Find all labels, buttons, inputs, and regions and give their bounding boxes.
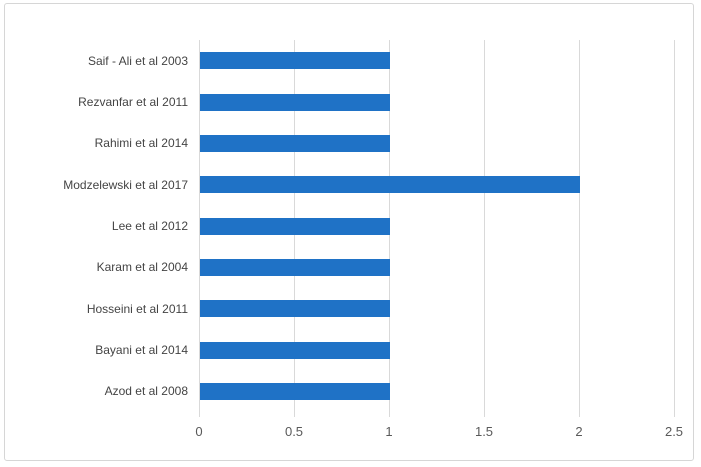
x-axis-tick [674,412,675,417]
category-label: Saif - Ali et al 2003 [87,53,188,68]
category-label: Lee et al 2012 [111,219,188,233]
bar [200,217,390,235]
x-gridline [484,40,485,412]
x-tick-label: 0 [195,424,203,439]
x-tick-label: 1.5 [474,424,494,439]
bar [200,300,390,318]
x-axis-tick [199,412,200,417]
bar [200,52,390,70]
x-gridline [579,40,580,412]
x-gridline [674,40,675,412]
bar [200,382,390,400]
category-label: Rahimi et al 2014 [94,136,188,151]
category-label: Karam et al 2004 [96,260,188,275]
category-label: Bayani et al 2014 [95,343,188,357]
category-label: Rezvanfar et al 2011 [78,95,188,109]
x-axis-tick [484,412,485,417]
x-tick-label: 2.5 [664,424,684,439]
x-tick-label: 1 [385,424,393,439]
x-tick-label: 0.5 [284,424,304,439]
x-axis-tick [389,412,390,417]
bar [200,341,390,359]
x-axis-tick [294,412,295,417]
x-tick-label: 2 [575,424,583,439]
bar [200,93,390,111]
x-axis-tick [579,412,580,417]
bar [200,176,580,194]
category-label: Azod et al 2008 [104,384,188,399]
bar [200,258,390,276]
x-gridline [199,40,200,412]
category-label: Hosseini et al 2011 [86,301,188,316]
category-label: Modzelewski et al 2017 [63,177,188,192]
bar [200,134,390,152]
